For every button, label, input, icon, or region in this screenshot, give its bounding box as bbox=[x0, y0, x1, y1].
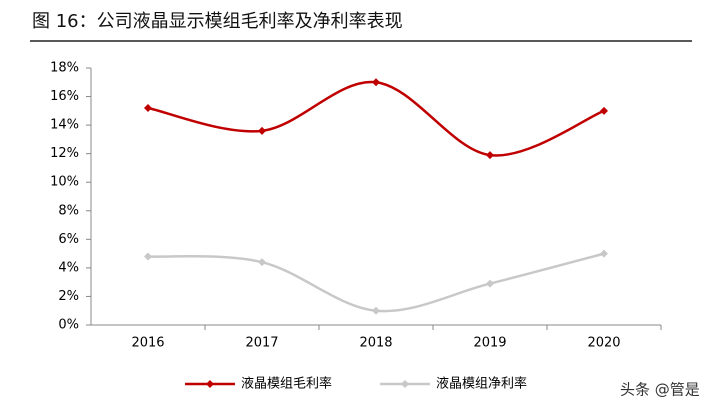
point bbox=[258, 126, 266, 135]
y-tick-label: 10% bbox=[50, 175, 79, 190]
y-tick-label: 4% bbox=[58, 260, 79, 275]
series-line bbox=[147, 81, 605, 157]
watermark: 头条 @管是 bbox=[620, 381, 700, 399]
x-tick-label: 2018 bbox=[359, 336, 392, 351]
point bbox=[600, 106, 608, 115]
point bbox=[486, 151, 494, 160]
y-tick-label: 12% bbox=[50, 146, 79, 161]
legend-marker bbox=[206, 380, 214, 388]
legend-label: 液晶模组净利率 bbox=[436, 376, 527, 392]
point bbox=[486, 279, 494, 288]
point bbox=[600, 249, 608, 258]
x-tick-label: 2016 bbox=[131, 336, 164, 351]
y-tick-label: 16% bbox=[50, 89, 79, 104]
point bbox=[144, 252, 152, 261]
x-tick-label: 2020 bbox=[587, 336, 620, 351]
y-tick-label: 8% bbox=[58, 203, 79, 218]
y-tick-label: 0% bbox=[58, 318, 79, 333]
point bbox=[372, 306, 380, 315]
legend-marker bbox=[401, 380, 409, 388]
y-tick-label: 14% bbox=[50, 118, 79, 133]
point bbox=[258, 258, 266, 267]
y-tick-label: 2% bbox=[58, 289, 79, 304]
x-tick-label: 2019 bbox=[473, 336, 506, 351]
x-tick-label: 2017 bbox=[245, 336, 278, 351]
y-tick-label: 6% bbox=[58, 232, 79, 247]
point bbox=[372, 78, 380, 87]
chart-title: 图 16：公司液晶显示模组毛利率及净利率表现 bbox=[32, 11, 403, 32]
point bbox=[144, 103, 152, 112]
y-tick-label: 18% bbox=[50, 61, 79, 76]
series-line bbox=[147, 252, 605, 313]
legend-label: 液晶模组毛利率 bbox=[241, 376, 332, 392]
